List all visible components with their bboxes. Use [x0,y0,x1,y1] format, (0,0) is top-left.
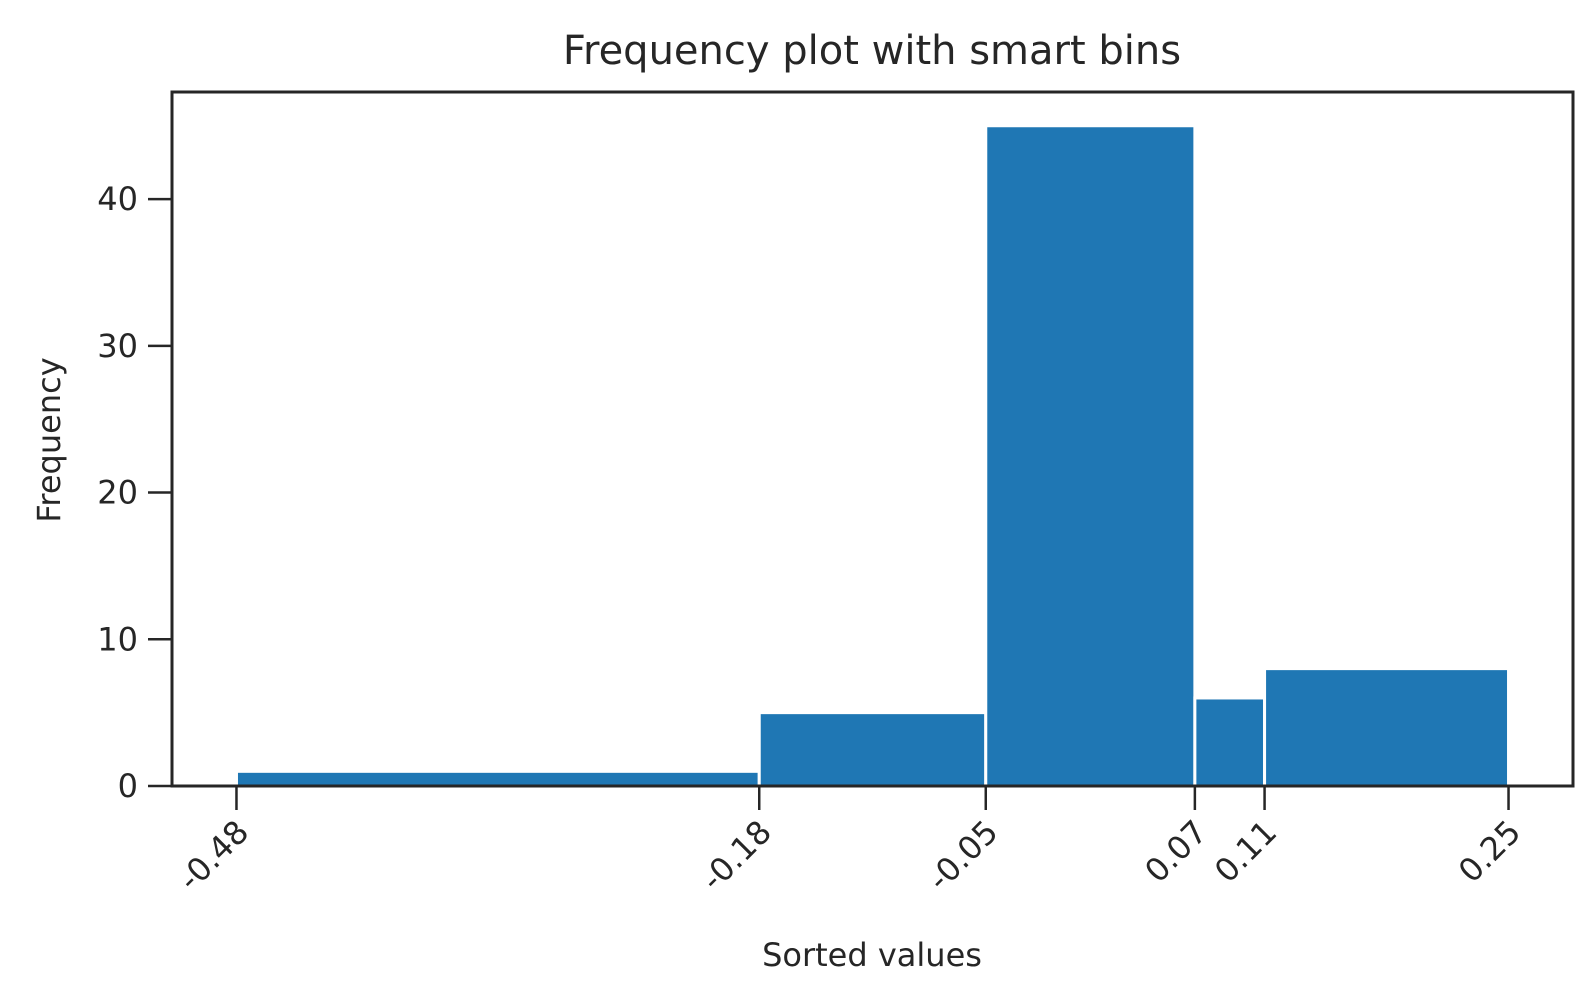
bars-group [234,124,1511,788]
x-tick-label: -0.48 [171,813,256,898]
y-tick-label: 10 [97,620,138,658]
histogram-bar [1263,667,1511,788]
histogram-bar [984,124,1197,788]
histogram-bar [757,711,988,788]
histogram-bar [234,769,761,788]
y-tick-label: 30 [97,327,138,365]
plot-area-frame [170,90,1575,788]
x-tick-label: 0.25 [1451,813,1528,890]
y-tick-label: 0 [118,767,138,805]
y-axis-label: Frequency [30,357,68,522]
y-axis-ticks: 0 10 20 30 40 [97,180,172,805]
y-tick-label: 40 [97,180,138,218]
x-tick-label: -0.18 [693,813,778,898]
chart-title: Frequency plot with smart bins [563,28,1181,74]
y-tick-label: 20 [97,474,138,512]
x-tick-label: 0.07 [1137,813,1214,890]
x-axis-label: Sorted values [762,936,982,974]
x-tick-label: 0.11 [1207,813,1284,890]
histogram-bar [1193,696,1267,788]
x-axis-ticks: -0.48 -0.18 -0.05 0.070.11 0.25 [171,786,1528,898]
x-tick-label: -0.05 [920,813,1005,898]
